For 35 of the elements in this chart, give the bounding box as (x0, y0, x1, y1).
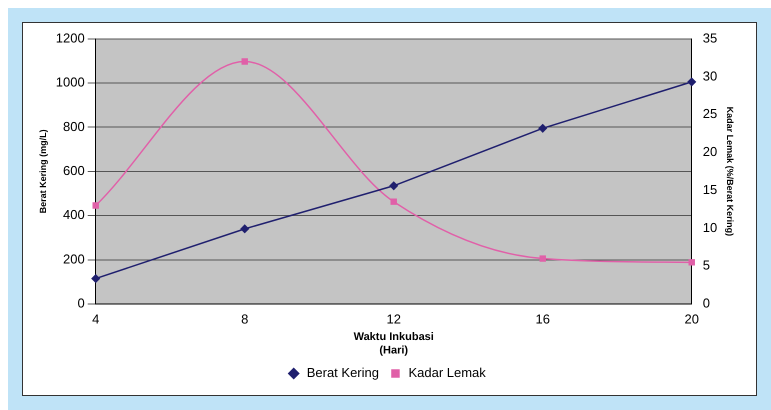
point (240, 224, 249, 234)
y-tick-label: 400 (63, 207, 85, 222)
point (540, 255, 546, 262)
y2-tick-label: 0 (702, 296, 710, 311)
point (687, 78, 696, 86)
point (242, 58, 248, 65)
y2-tick-label: 25 (702, 106, 718, 122)
point (389, 182, 398, 190)
x-tick-label: 4 (92, 311, 100, 326)
y2-axis-title: Kadar Lemak (%/Berat Kering) (725, 106, 736, 236)
legend-label: Kadar Lemak (408, 365, 486, 380)
point (538, 124, 547, 133)
y2-tick-label: 15 (702, 182, 718, 197)
point (92, 202, 99, 209)
y-tick-label: 1200 (56, 30, 85, 46)
point (91, 274, 100, 283)
point (688, 259, 695, 266)
y2-tick-label: 20 (702, 144, 718, 160)
y-axis-title: Berat Kering (mg/L) (38, 129, 48, 214)
y2-tick-label: 35 (702, 30, 718, 46)
y-tick-label: 1000 (56, 74, 85, 90)
y-tick-label: 800 (63, 118, 85, 134)
legend-label: Berat Kering (306, 365, 379, 380)
y-tick-label: 0 (77, 296, 85, 311)
x-tick-label: 12 (386, 311, 401, 326)
y-tick-label: 600 (63, 162, 85, 178)
x-tick-label: 16 (536, 311, 550, 326)
y2-tick-label: 30 (702, 68, 718, 84)
y2-tick-label: 5 (702, 258, 710, 273)
y2-tick-label: 10 (702, 220, 718, 235)
x-tick-label: 8 (241, 311, 248, 326)
point (390, 198, 397, 205)
x-tick-label: 20 (684, 311, 699, 326)
x-axis-title: Waktu Inkubasi (Hari) (354, 331, 434, 356)
y-tick-label: 200 (63, 251, 85, 266)
